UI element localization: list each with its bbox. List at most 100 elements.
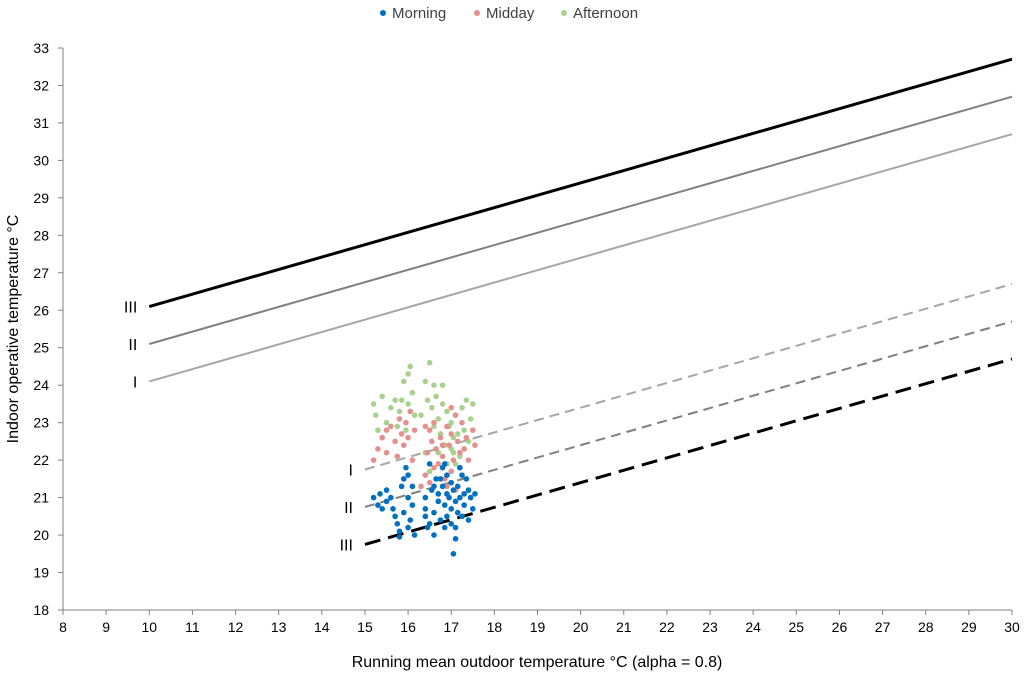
comfort-line-label-i: I	[349, 463, 353, 480]
point-afternoon	[429, 404, 435, 411]
point-morning	[433, 476, 439, 482]
comfort-line-upper-i	[148, 133, 1013, 383]
point-morning	[459, 513, 465, 520]
comfort-line-label-ii: II	[128, 337, 137, 354]
chart-axes	[62, 48, 1012, 611]
comfort-line-lower-iii	[364, 357, 1013, 546]
point-afternoon	[398, 397, 405, 403]
point-afternoon	[469, 401, 476, 407]
point-morning	[422, 494, 429, 501]
point-morning	[426, 521, 433, 527]
x-tick-label: 23	[702, 619, 718, 635]
point-midday	[409, 457, 416, 463]
point-midday	[383, 449, 390, 456]
x-tick-label: 15	[357, 619, 373, 635]
point-afternoon	[459, 404, 465, 411]
point-afternoon	[405, 371, 411, 377]
point-afternoon	[435, 416, 442, 422]
comfort-line-label-ii: II	[344, 500, 353, 517]
point-afternoon	[422, 378, 429, 385]
y-tick-label: 25	[33, 340, 49, 356]
x-tick-label: 26	[832, 619, 848, 635]
point-morning	[454, 483, 461, 490]
point-afternoon	[439, 401, 446, 407]
point-morning	[448, 521, 455, 527]
x-tick-label: 27	[875, 619, 891, 635]
point-midday	[405, 434, 411, 441]
legend-label-morning: Morning	[392, 5, 446, 22]
point-midday	[431, 419, 437, 426]
x-tick-label: 19	[530, 619, 546, 635]
point-afternoon	[383, 419, 390, 426]
point-midday	[454, 438, 461, 445]
point-midday	[437, 434, 444, 441]
point-morning	[398, 483, 405, 490]
x-tick-label: 9	[102, 619, 110, 635]
point-afternoon	[426, 359, 433, 366]
point-morning	[383, 498, 390, 505]
point-midday	[422, 423, 429, 430]
point-morning	[409, 502, 416, 508]
point-midday	[431, 464, 437, 471]
y-tick-label: 23	[33, 415, 49, 431]
point-afternoon	[409, 389, 416, 396]
point-morning	[472, 491, 478, 497]
point-midday	[388, 423, 394, 430]
legend-marker-afternoon	[561, 10, 567, 16]
point-morning	[370, 494, 377, 501]
x-tick-label: 21	[616, 619, 632, 635]
point-morning	[431, 532, 437, 538]
x-tick-label: 12	[228, 619, 244, 635]
point-midday	[394, 453, 401, 460]
y-tick-label: 18	[33, 602, 49, 618]
x-tick-label: 16	[400, 619, 416, 635]
point-morning	[461, 491, 467, 497]
point-midday	[439, 442, 446, 448]
y-tick-label: 22	[33, 452, 49, 468]
point-midday	[439, 453, 446, 460]
point-morning	[467, 494, 474, 501]
point-midday	[396, 416, 403, 422]
point-midday	[379, 434, 386, 441]
point-morning	[431, 483, 437, 490]
point-morning	[444, 491, 450, 497]
point-morning	[403, 464, 409, 471]
comfort-line-lower-ii	[364, 320, 1013, 508]
point-morning	[469, 506, 476, 512]
point-afternoon	[431, 382, 437, 389]
point-midday	[383, 427, 390, 433]
y-tick-label: 29	[33, 190, 49, 206]
point-midday	[461, 446, 467, 452]
x-tick-label: 18	[487, 619, 503, 635]
point-midday	[411, 427, 418, 433]
point-morning	[439, 483, 446, 490]
point-afternoon	[394, 423, 401, 430]
point-midday	[444, 483, 450, 490]
point-afternoon	[388, 404, 394, 411]
y-tick-label: 31	[33, 115, 49, 131]
x-tick-label: 24	[745, 619, 761, 635]
point-midday	[398, 431, 405, 437]
point-morning	[465, 487, 472, 493]
point-midday	[426, 427, 433, 433]
point-midday	[448, 404, 455, 411]
point-afternoon	[400, 378, 407, 385]
legend-marker-morning	[380, 10, 386, 16]
point-afternoon	[448, 419, 455, 426]
point-morning	[379, 506, 386, 512]
comfort-line-label-iii: III	[340, 537, 353, 554]
point-morning	[450, 487, 457, 493]
x-tick-label: 30	[1004, 619, 1020, 635]
x-tick-label: 29	[961, 619, 977, 635]
point-afternoon	[418, 412, 424, 418]
point-midday	[370, 457, 377, 463]
point-afternoon	[461, 427, 467, 433]
y-ticks: 18 19 20 21 22 23 24 25 26 27 28 29 30 31 32 33	[33, 40, 63, 618]
point-morning	[431, 509, 437, 516]
point-morning	[441, 524, 448, 531]
point-midday	[424, 449, 431, 456]
point-morning	[454, 509, 461, 516]
y-tick-label: 21	[33, 490, 49, 506]
x-tick-label: 25	[789, 619, 805, 635]
point-morning	[444, 513, 450, 520]
